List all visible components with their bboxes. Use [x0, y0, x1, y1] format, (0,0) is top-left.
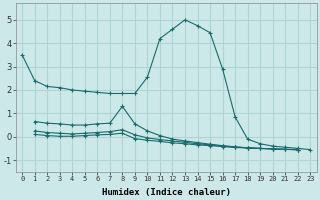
X-axis label: Humidex (Indice chaleur): Humidex (Indice chaleur): [102, 188, 231, 197]
